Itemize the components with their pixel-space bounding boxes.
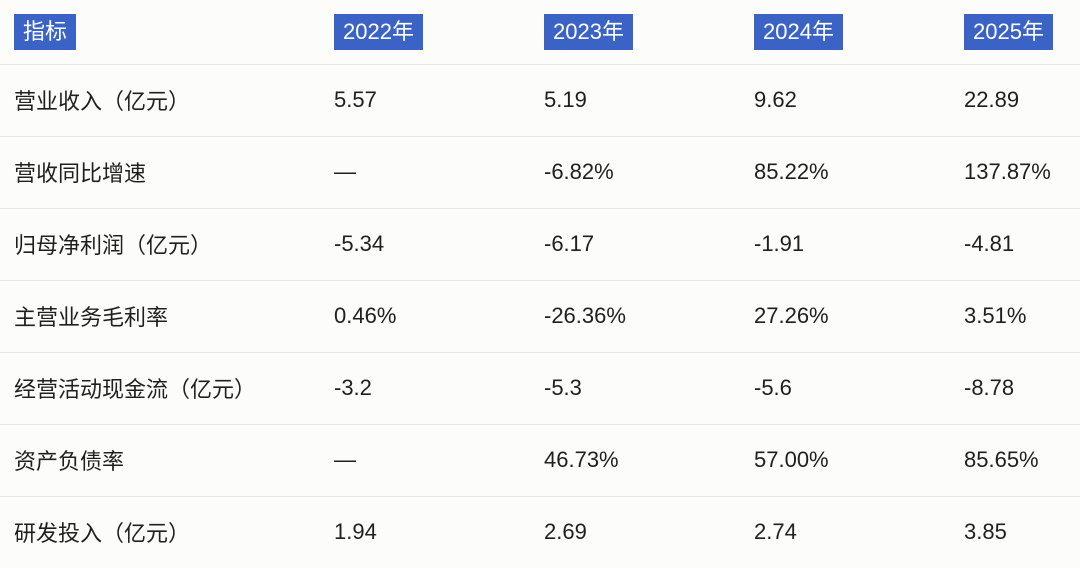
header-cell-2023: 2023年 [530, 0, 740, 64]
table-row-debt-ratio: 资产负债率 — 46.73% 57.00% 85.65% [0, 424, 1080, 496]
table-cell: 2.69 [544, 519, 587, 545]
table-cell: — [334, 159, 356, 184]
table-cell: 27.26% [754, 303, 829, 328]
table-header: 指标 2022年 2023年 2024年 2025年 [0, 0, 1080, 64]
table-cell: 22.89 [964, 87, 1020, 112]
table-cell: 2.74 [754, 519, 797, 545]
table-row-operating-cashflow: 经营活动现金流（亿元） -3.2 -5.3 -5.6 -8.78 [0, 352, 1080, 424]
table-cell: -5.3 [544, 375, 582, 400]
row-label: 研发投入（亿元） [14, 521, 191, 547]
header-cell-2024: 2024年 [740, 0, 950, 64]
table-cell: -6.17 [544, 231, 595, 256]
table-cell: 5.57 [334, 87, 377, 112]
table-cell: 1.94 [334, 519, 377, 545]
column-header-2024: 2024年 [754, 13, 843, 50]
table-row-revenue: 营业收入（亿元） 5.57 5.19 9.62 22.89 [0, 64, 1080, 136]
header-row: 指标 2022年 2023年 2024年 2025年 [0, 0, 1080, 64]
table-row-revenue-growth: 营收同比增速 — -6.82% 85.22% 137.87% [0, 136, 1080, 208]
table-cell: -8.78 [964, 375, 1015, 400]
row-label: 经营活动现金流（亿元） [14, 377, 257, 402]
table-cell: 3.51% [964, 303, 1027, 328]
table-cell: 3.85 [964, 519, 1007, 545]
table-cell: 137.87% [964, 159, 1051, 184]
table-cell: -5.6 [754, 375, 792, 400]
table-cell: -3.2 [334, 375, 372, 400]
row-label: 资产负债率 [14, 449, 125, 474]
header-cell-2022: 2022年 [320, 0, 530, 64]
table-cell: -4.81 [964, 231, 1015, 256]
table-cell: 46.73% [544, 447, 619, 472]
table-body: 营业收入（亿元） 5.57 5.19 9.62 22.89 营收同比增速 — -… [0, 64, 1080, 568]
table-cell: -26.36% [544, 303, 626, 328]
table-cell: 0.46% [334, 303, 397, 328]
table-row-rd-investment: 研发投入（亿元） 1.94 2.69 2.74 3.85 [0, 496, 1080, 568]
row-label: 营业收入（亿元） [14, 89, 191, 114]
column-header-2023: 2023年 [544, 13, 633, 50]
table-cell: 57.00% [754, 447, 829, 472]
table-cell: -6.82% [544, 159, 614, 184]
table-cell: — [334, 447, 356, 472]
table-cell: 85.65% [964, 447, 1039, 472]
table-cell: 85.22% [754, 159, 829, 184]
row-label: 营收同比增速 [14, 161, 147, 186]
column-header-2022: 2022年 [334, 13, 423, 50]
table-row-net-profit: 归母净利润（亿元） -5.34 -6.17 -1.91 -4.81 [0, 208, 1080, 280]
table-cell: 5.19 [544, 87, 587, 112]
table-cell: 9.62 [754, 87, 797, 112]
header-cell-indicator: 指标 [0, 0, 320, 64]
row-label: 主营业务毛利率 [14, 305, 169, 330]
table-row-gross-margin: 主营业务毛利率 0.46% -26.36% 27.26% 3.51% [0, 280, 1080, 352]
table-cell: -5.34 [334, 231, 385, 256]
column-header-2025: 2025年 [964, 13, 1053, 50]
column-header-indicator: 指标 [14, 13, 77, 50]
header-cell-2025: 2025年 [950, 0, 1080, 64]
row-label: 归母净利润（亿元） [14, 233, 213, 258]
table-cell: -1.91 [754, 231, 805, 256]
